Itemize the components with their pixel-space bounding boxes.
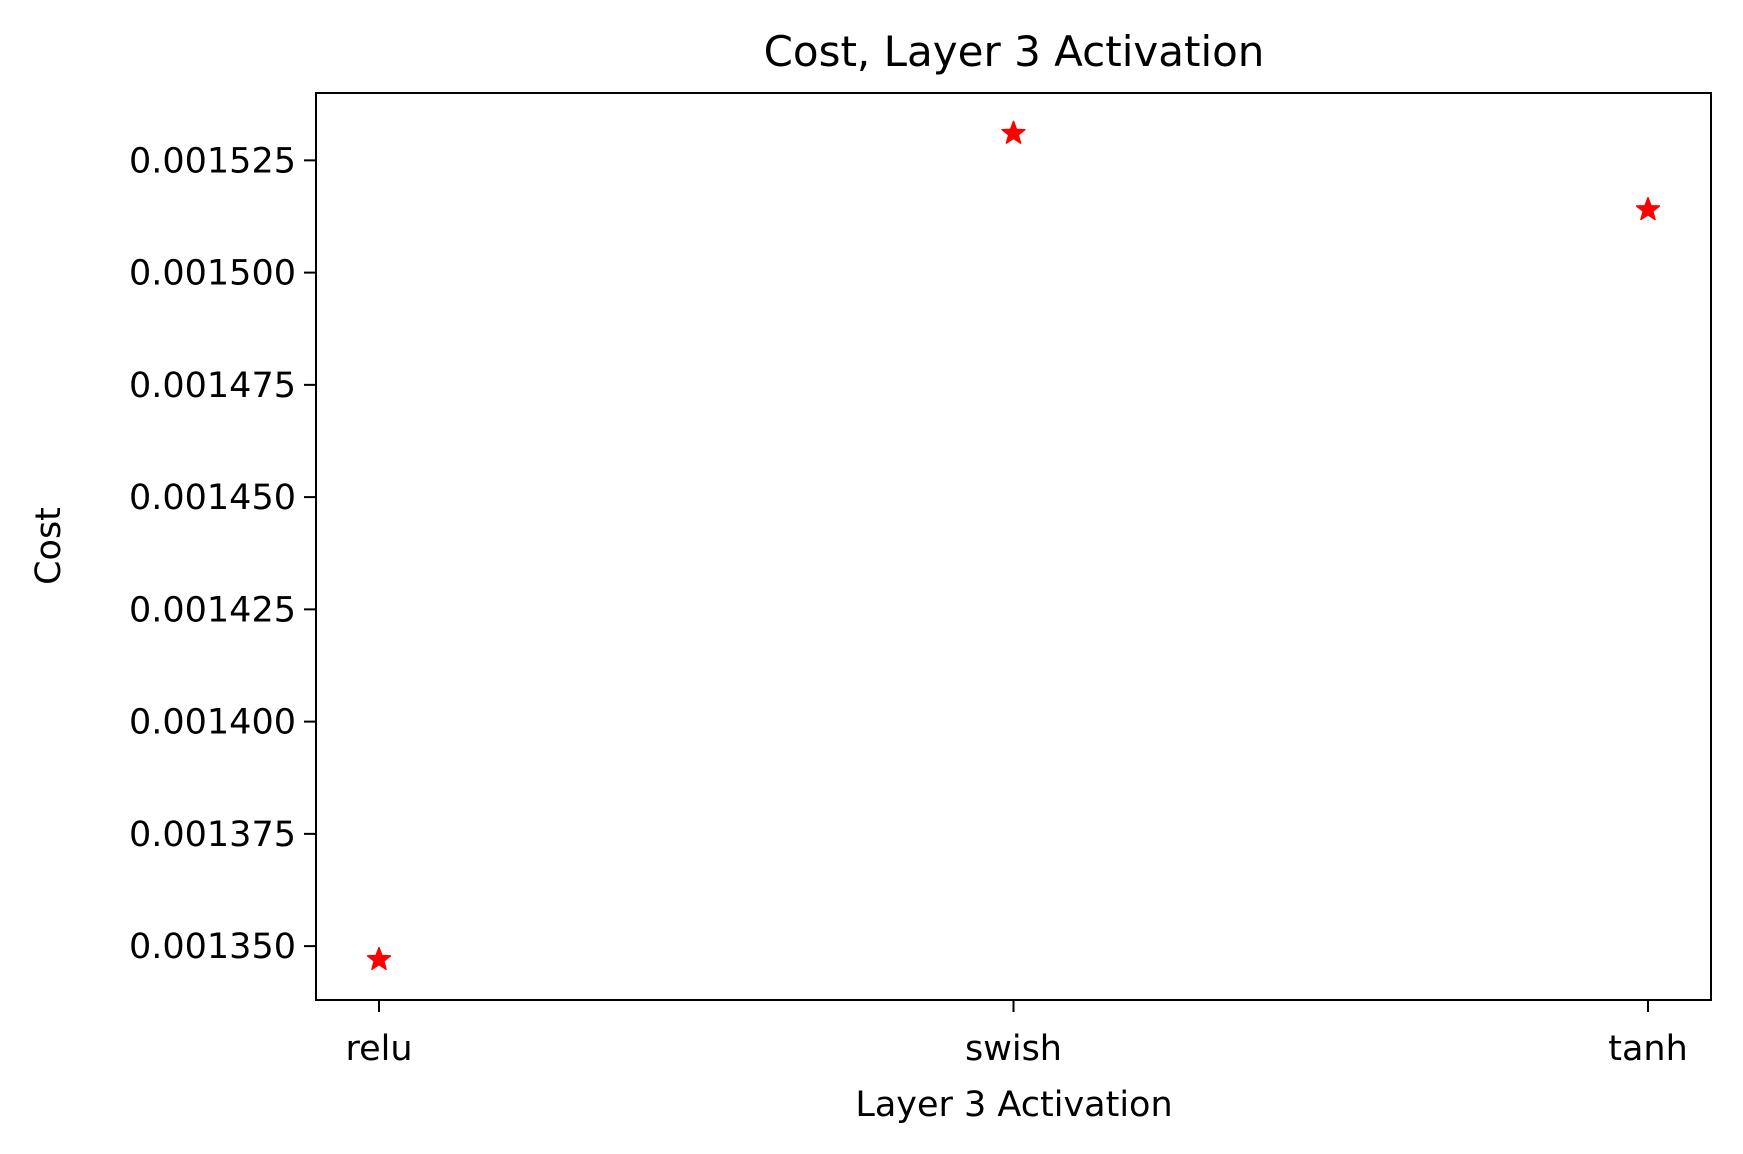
star-marker-swish [1001, 120, 1026, 144]
y-axis-ticks: 0.001350 0.001375 0.001400 0.001425 0.001450… [129, 141, 316, 967]
y-tick-label: 0.001475 [129, 366, 296, 406]
x-axis-ticks: relu swish tanh [345, 1000, 1688, 1069]
x-tick-label: tanh [1608, 1029, 1688, 1069]
x-tick-label: swish [965, 1029, 1062, 1069]
y-tick-label: 0.001400 [129, 703, 296, 743]
y-tick-label: 0.001375 [129, 815, 296, 855]
y-axis-label: Cost [29, 507, 69, 585]
y-tick-label: 0.001350 [129, 927, 296, 967]
star-marker-relu [366, 946, 392, 971]
data-points [366, 120, 1661, 971]
x-axis-label: Layer 3 Activation [855, 1085, 1172, 1125]
chart-title: Cost, Layer 3 Activation [764, 27, 1265, 76]
star-marker-tanh [1635, 196, 1661, 221]
y-tick-label: 0.001500 [129, 254, 296, 294]
x-tick-label: relu [345, 1029, 412, 1069]
y-tick-label: 0.001525 [129, 141, 296, 181]
y-tick-label: 0.001425 [129, 590, 296, 630]
y-tick-label: 0.001450 [129, 478, 296, 518]
